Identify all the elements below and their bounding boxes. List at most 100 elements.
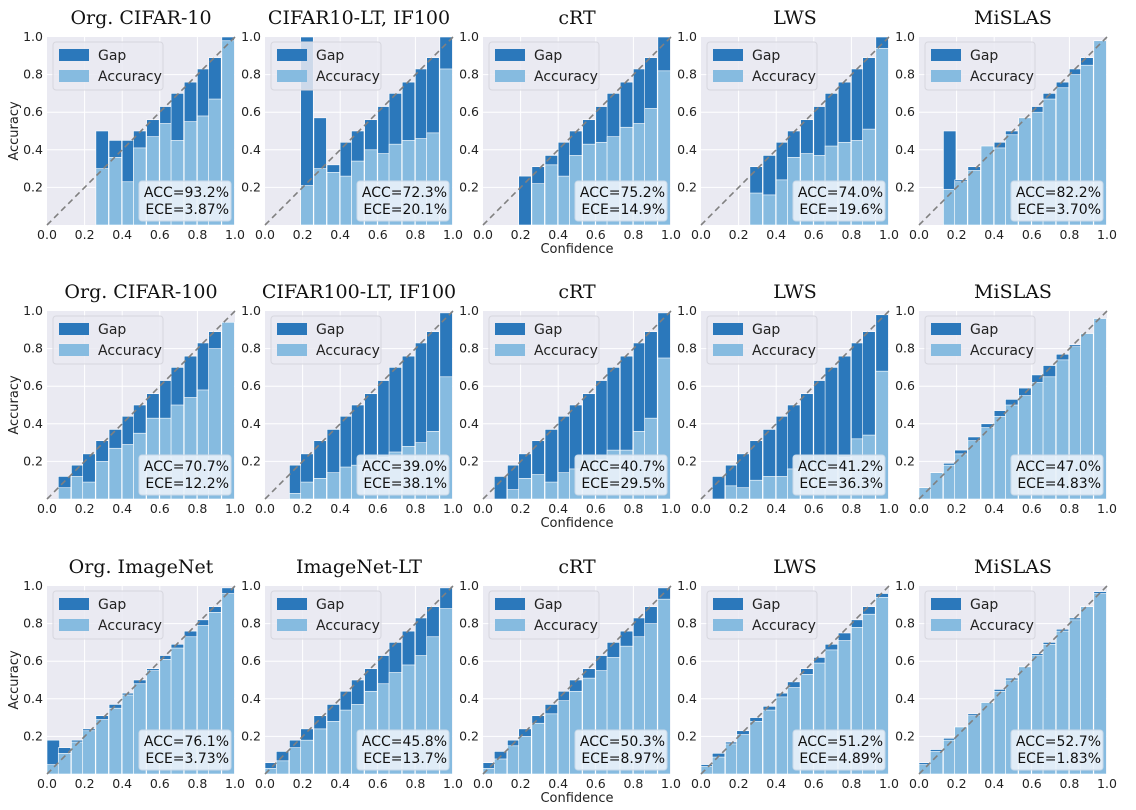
y-tick-label: 0.4 [459,142,479,157]
legend-gap-swatch [931,598,961,610]
y-tick-label: 0.6 [677,104,697,119]
acc-label: ACC=39.0% [362,459,447,475]
y-tick-label: 1.0 [895,303,915,318]
y-tick-label: 1.0 [459,303,479,318]
y-tick-label: 1.0 [241,578,261,593]
legend-accuracy-swatch [59,70,89,82]
y-tick-label: 0.4 [895,691,915,706]
accuracy-bar [531,474,545,500]
ece-label: ECE=19.6% [799,202,883,218]
accuracy-bar [929,472,944,500]
legend-accuracy-label: Accuracy [970,343,1034,359]
y-tick-label: 0.6 [677,378,697,393]
accuracy-bar [775,179,790,226]
x-tick-label: 0.4 [330,776,350,791]
metrics-box [1010,454,1104,496]
acc-label: ACC=82.2% [1016,185,1101,201]
legend-gap-label: Gap [752,597,780,613]
accuracy-bar [95,461,109,500]
ece-label: ECE=3.73% [145,751,229,767]
y-tick-label: 0.8 [241,341,261,356]
legend-accuracy-label: Accuracy [316,618,380,634]
y-tick-label: 1.0 [677,303,697,318]
x-tick-label: 0.6 [150,776,170,791]
perfect-calibration-line [482,310,672,500]
x-tick-label: 1.0 [1097,501,1117,516]
x-tick-label: 0.8 [187,776,207,791]
y-tick-label: 0.6 [895,104,915,119]
y-tick-label: 1.0 [23,303,43,318]
accuracy-bar [108,707,122,775]
y-tick-label: 1.0 [677,578,697,593]
accuracy-bar [313,478,327,500]
x-tick-label: 0.2 [947,501,967,516]
accuracy-bar [943,739,957,775]
gap-bar [711,476,726,500]
accuracy-bar [326,721,340,775]
panel-title: ImageNet-LT [296,556,422,578]
ece-label: ECE=4.89% [799,751,883,767]
y-tick-label: 1.0 [241,303,261,318]
legend-accuracy-label: Accuracy [970,618,1034,634]
x-tick-label: 0.2 [75,501,95,516]
accuracy-bar [300,739,314,775]
accuracy-bar [544,713,558,775]
perfect-calibration-line [700,310,890,500]
accuracy-bar [967,170,981,226]
panel-title: Org. CIFAR-10 [70,7,211,29]
legend-gap-swatch [59,323,89,335]
y-axis-label: Accuracy [7,101,22,161]
x-tick-label: 1.0 [1097,776,1117,791]
y-tick-label: 0.6 [677,653,697,668]
accuracy-bar [954,453,968,500]
x-tick-label: 0.0 [473,227,493,242]
x-tick-label: 0.0 [37,776,57,791]
perfect-calibration-line [482,36,672,226]
legend-accuracy-swatch [495,344,525,356]
acc-label: ACC=72.3% [362,185,447,201]
x-tick-label: 0.8 [623,227,643,242]
ece-label: ECE=36.3% [799,476,883,492]
x-tick-label: 0.0 [37,227,57,242]
legend-gap-label: Gap [316,597,344,613]
accuracy-bar [108,157,122,226]
legend-gap-swatch [931,49,961,61]
legend-gap-swatch [713,49,743,61]
accuracy-bar [557,700,572,775]
x-tick-label: 1.0 [225,227,245,242]
y-tick-label: 0.8 [241,616,261,631]
ece-label: ECE=3.87% [145,202,229,218]
perfect-calibration-line [46,310,236,500]
accuracy-bar [775,476,790,500]
metrics-box [1010,729,1104,771]
y-tick-label: 1.0 [23,29,43,44]
y-tick-label: 0.2 [459,179,479,194]
accuracy-bar [313,728,327,775]
y-tick-label: 1.0 [23,578,43,593]
y-tick-label: 0.4 [23,416,43,431]
panel-title: MiSLAS [974,281,1052,303]
x-tick-label: 0.4 [766,227,786,242]
x-tick-label: 0.0 [691,501,711,516]
legend-gap-swatch [277,598,307,610]
acc-label: ACC=74.0% [798,185,883,201]
y-tick-label: 0.2 [241,179,261,194]
accuracy-bar [121,444,136,500]
x-tick-label: 1.0 [225,776,245,791]
x-tick-label: 0.2 [511,776,531,791]
calibration-panel: Gap Accuracy ACC=47.0%ECE=4.83% MiSLAS 0.0 0.… [895,281,1117,516]
perfect-calibration-line [918,310,1108,500]
y-tick-label: 1.0 [241,29,261,44]
x-tick-label: 0.4 [548,776,568,791]
y-tick-label: 0.4 [895,142,915,157]
accuracy-bar [1093,40,1107,226]
x-tick-label: 0.4 [112,227,132,242]
perfect-calibration-line [46,585,236,775]
legend-gap-label: Gap [534,597,562,613]
panel-title: MiSLAS [974,7,1052,29]
legend-gap-swatch [495,323,525,335]
ece-label: ECE=12.2% [145,476,229,492]
x-tick-label: 0.0 [909,227,929,242]
accuracy-bar [980,427,994,500]
accuracy-bar [95,168,109,226]
